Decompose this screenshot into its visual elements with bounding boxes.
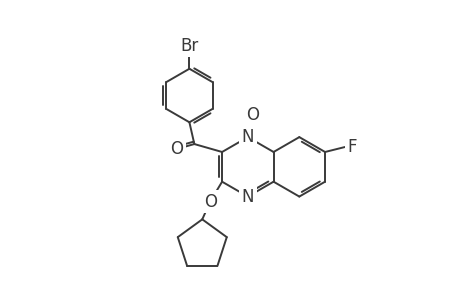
Text: Br: Br (180, 37, 198, 55)
Text: F: F (346, 138, 356, 156)
Text: O: O (170, 140, 183, 158)
Text: N: N (241, 128, 253, 146)
Text: N: N (241, 188, 253, 206)
Text: O: O (203, 193, 216, 211)
Text: O: O (246, 106, 259, 124)
